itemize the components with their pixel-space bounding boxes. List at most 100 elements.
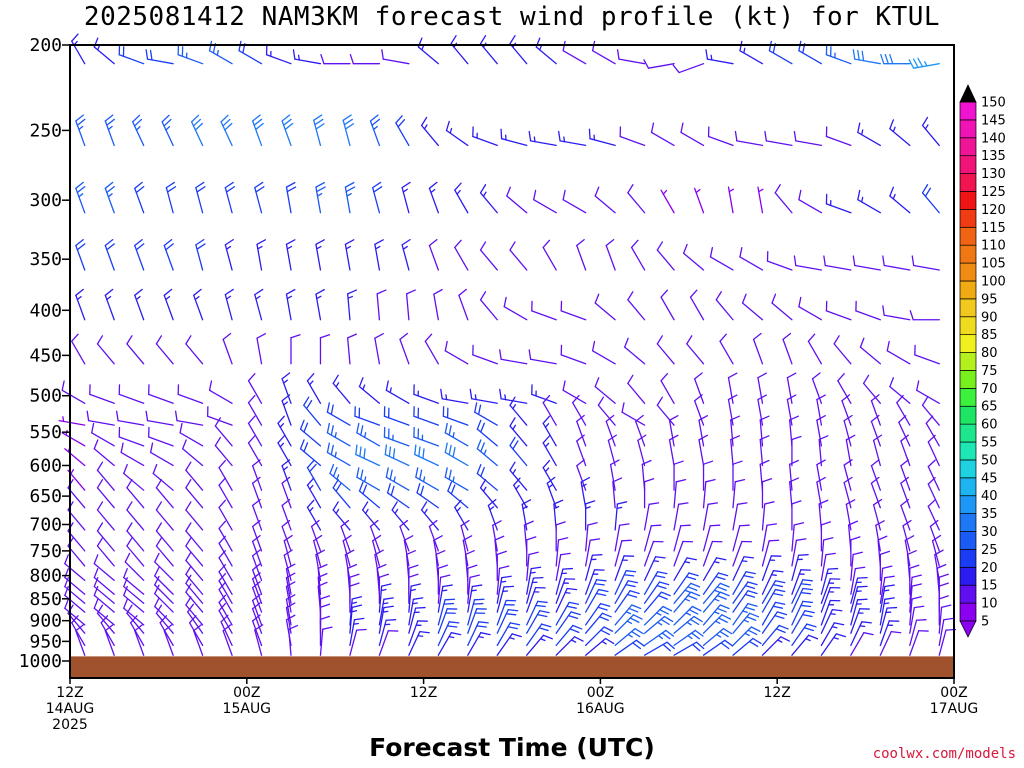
wind-barb: [344, 181, 356, 214]
wind-barb: [149, 442, 174, 467]
wind-barb: [132, 114, 145, 147]
wind-barb: [668, 434, 679, 467]
wind-barb: [214, 417, 233, 447]
wind-barb: [384, 444, 410, 467]
wind-barb: [285, 572, 296, 604]
x-tick-label: 15AUG: [223, 701, 272, 717]
wind-barb: [326, 402, 351, 426]
wind-barb: [882, 255, 911, 271]
wind-barb: [759, 459, 770, 491]
wind-barb: [535, 37, 557, 65]
wind-barb: [761, 478, 773, 509]
wind-barb: [614, 580, 639, 604]
wind-barb: [880, 54, 911, 65]
wind-barb: [816, 415, 826, 447]
wind-barb: [555, 521, 566, 552]
wind-barb: [96, 479, 115, 509]
wind-barb: [702, 628, 733, 647]
wind-barb: [791, 522, 805, 552]
wind-barb: [882, 305, 911, 321]
wind-barb: [643, 641, 675, 656]
wind-barb: [698, 415, 709, 447]
wind-barb: [585, 569, 605, 595]
wind-barb: [879, 575, 895, 604]
wind-barb: [627, 184, 646, 214]
colorbar-segment: [959, 513, 977, 532]
wind-barb: [521, 499, 532, 531]
wind-barb: [911, 255, 940, 271]
wind-barb: [58, 416, 86, 426]
colorbar-label: 125: [981, 185, 1006, 200]
wind-barb: [154, 575, 174, 604]
wind-barb: [120, 442, 145, 467]
x-tick-label: 00Z: [233, 685, 260, 701]
wind-barb: [909, 619, 927, 647]
wind-barb: [454, 182, 469, 214]
wind-barb: [702, 614, 732, 634]
wind-barb: [509, 417, 528, 447]
colorbar-segment: [959, 244, 977, 264]
wind-barb: [929, 519, 940, 552]
wind-barb: [585, 500, 596, 531]
credit-link[interactable]: coolwx.com/models: [872, 746, 1016, 762]
wind-barb: [182, 439, 204, 467]
wind-barb: [798, 296, 823, 321]
wind-barb: [660, 373, 675, 404]
wind-barb: [349, 596, 363, 626]
wind-barb: [757, 394, 767, 426]
wind-barb: [702, 591, 730, 613]
wind-barb: [454, 239, 469, 271]
wind-barb: [843, 459, 853, 491]
wind-barb: [224, 288, 234, 321]
wind-barb: [116, 410, 145, 426]
wind-barb: [761, 539, 780, 567]
wind-barb: [104, 288, 115, 321]
wind-barb: [732, 612, 760, 634]
wind-barb: [344, 549, 355, 581]
colorbar-label: 135: [981, 149, 1006, 164]
wind-barb: [766, 250, 793, 271]
wind-barb: [420, 116, 439, 147]
wind-barb: [177, 384, 204, 404]
wind-barb: [820, 599, 841, 626]
wind-barb: [437, 632, 462, 656]
wind-barb: [793, 255, 823, 271]
wind-barb: [93, 37, 115, 65]
wind-barb: [460, 519, 470, 552]
wind-barb: [319, 615, 331, 647]
wind-barb: [134, 181, 145, 214]
wind-barb: [761, 588, 786, 613]
wind-barb: [428, 238, 439, 271]
wind-barb: [71, 333, 86, 365]
wind-barb: [247, 415, 263, 447]
wind-barb: [921, 184, 940, 214]
ground-surface: [70, 656, 954, 678]
wind-barb: [852, 255, 881, 271]
wind-barb: [786, 372, 797, 404]
wind-barb: [163, 624, 174, 656]
wind-barb: [356, 467, 381, 491]
wind-barb: [555, 624, 583, 647]
wind-barb: [909, 630, 929, 656]
wind-barb: [185, 522, 204, 552]
wind-barb: [555, 587, 578, 613]
colorbar-segment: [959, 441, 977, 461]
colorbar-label: 40: [981, 489, 998, 504]
wind-barb: [408, 620, 428, 647]
wind-barb: [450, 35, 469, 65]
wind-barb: [179, 422, 204, 447]
wind-barb: [643, 502, 660, 531]
wind-barb: [148, 384, 174, 404]
wind-barb: [214, 436, 233, 467]
wind-barb: [526, 586, 546, 613]
colorbar-segment: [959, 137, 977, 157]
wind-barb: [526, 634, 553, 656]
wind-barb: [850, 621, 872, 647]
wind-barb: [807, 333, 823, 365]
wind-barb: [281, 372, 292, 404]
wind-barb: [440, 388, 469, 404]
wind-barb: [739, 247, 764, 271]
wind-barb: [702, 540, 723, 567]
wind-barb: [509, 396, 528, 426]
